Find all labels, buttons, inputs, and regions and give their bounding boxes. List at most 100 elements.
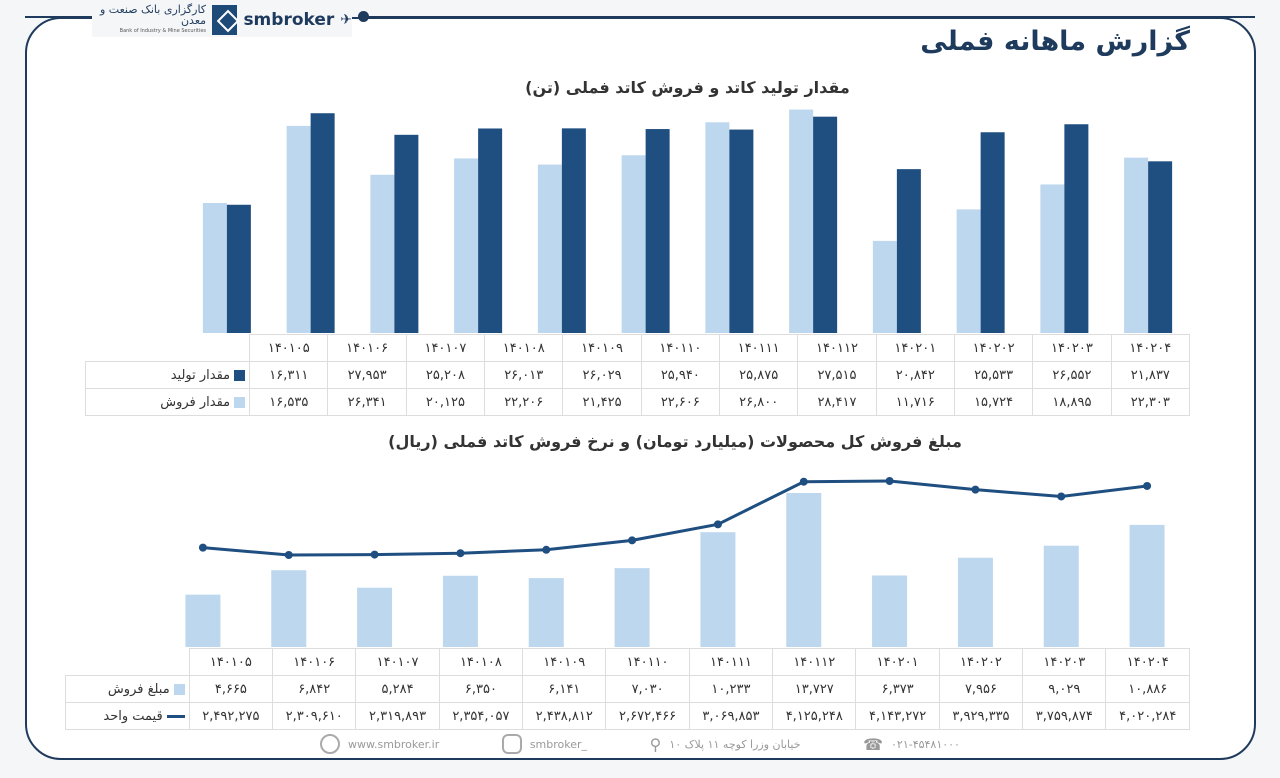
table-header-row: ۱۴۰۱۰۵ ۱۴۰۱۰۶ ۱۴۰۱۰۷ ۱۴۰۱۰۸ ۱۴۰۱۰۹ ۱۴۰۱۱۰ ۱۴۰۱… [66, 648, 1190, 676]
value-cell: ۲,۳۱۹,۸۹۳ [355, 702, 440, 730]
unit-price-point [971, 485, 980, 494]
value-cell: ۲,۴۹۲,۲۷۵ [188, 702, 274, 730]
production-qty-bar [813, 116, 838, 333]
brand-name: smbroker [243, 10, 335, 30]
sales-amount-bar [1043, 545, 1079, 647]
value-cell: ۳,۰۶۹,۸۵۳ [688, 702, 774, 730]
value-cell: ۲,۶۷۲,۴۶۶ [605, 702, 690, 730]
legend-swatch [234, 396, 246, 408]
value-cell: ۶,۳۵۰ [438, 675, 524, 703]
category-label: ۱۴۰۱۱۱ [719, 334, 799, 362]
unit-price-point [713, 520, 722, 529]
sales-amount-bar [872, 575, 908, 647]
sales-qty-bar [454, 158, 479, 333]
legend-swatch [173, 683, 185, 695]
value-cell: ۲۲,۶۰۶ [640, 388, 721, 416]
category-label: ۱۴۰۲۰۴ [1105, 648, 1190, 676]
category-label: ۱۴۰۲۰۳ [1022, 648, 1107, 676]
empty-cell [86, 335, 250, 362]
series-name: مقدار تولید [170, 367, 231, 383]
value-cell: ۱۶,۵۳۵ [249, 388, 329, 416]
value-cell: ۲,۴۳۸,۸۱۲ [522, 702, 607, 730]
unit-price-point [885, 477, 894, 486]
category-label: ۱۴۰۱۰۵ [188, 648, 274, 676]
value-cell: ۲۶,۰۱۳ [484, 361, 564, 389]
unit-price-point [1143, 481, 1152, 490]
unit-price-point [456, 549, 465, 558]
sales-qty-bar [621, 155, 646, 333]
value-cell: ۲۵,۵۳۳ [953, 361, 1034, 389]
address: خیابان وزرا کوچه ۱۱ پلاک ۱۰ [669, 737, 801, 751]
category-label: ۱۴۰۱۰۷ [405, 334, 486, 362]
production-qty-bar [394, 134, 419, 333]
value-cell: ۱۸,۸۹۵ [1032, 388, 1112, 416]
unit-price-point [284, 551, 293, 559]
table-row: مقدار تولید ۱۶,۳۱۱ ۲۷,۹۵۳ ۲۵,۲۰۸ ۲۶,۰۱۳ ۲۶,۰۲… [84, 361, 1191, 389]
production-qty-bar [226, 204, 251, 333]
value-cell: ۴,۶۶۵ [188, 675, 274, 703]
category-label: ۱۴۰۱۰۶ [272, 648, 357, 676]
unit-price-point [628, 536, 637, 545]
value-cell: ۲۰,۸۴۲ [875, 361, 955, 389]
series-name: مبلغ فروش [107, 681, 170, 697]
category-label: ۱۴۰۱۰۶ [327, 334, 407, 362]
sales-qty-bar [537, 164, 562, 333]
value-cell: ۱۱,۷۱۶ [875, 388, 955, 416]
unit-price-point [799, 477, 808, 486]
value-cell: ۲۲,۳۰۳ [1110, 388, 1191, 416]
instagram-icon [501, 734, 522, 754]
value-cell: ۳,۹۲۹,۳۳۵ [938, 702, 1024, 730]
production-qty-bar [729, 129, 754, 333]
value-cell: ۲۰,۱۲۵ [405, 388, 486, 416]
series-label: مبلغ فروش [65, 675, 190, 703]
empty-cell [66, 649, 190, 676]
sales-amount-bar [442, 575, 478, 647]
value-cell: ۲۶,۵۵۲ [1032, 361, 1112, 389]
unit-price-line [202, 479, 1148, 557]
chart2-title: مبلغ فروش کل محصولات (میلیارد تومان) و ن… [388, 432, 962, 451]
unit-price-point [542, 545, 551, 554]
table-row: مقدار فروش ۱۶,۵۳۵ ۲۶,۳۴۱ ۲۰,۱۲۵ ۲۲,۲۰۶ ۲۱,۴۲۵… [84, 388, 1191, 416]
sales-amount-bar [1129, 524, 1165, 647]
value-cell: ۲۲,۲۰۶ [484, 388, 564, 416]
series-label: قیمت واحد [65, 702, 190, 730]
category-label: ۱۴۰۱۰۵ [249, 334, 329, 362]
production-qty-bar [645, 129, 670, 333]
instagram-handle[interactable]: smbroker_ [529, 737, 588, 751]
value-cell: ۲۶,۳۴۱ [327, 388, 407, 416]
category-label: ۱۴۰۱۰۹ [522, 648, 607, 676]
chart1-data-table: ۱۴۰۱۰۵ ۱۴۰۱۰۶ ۱۴۰۱۰۷ ۱۴۰۱۰۸ ۱۴۰۱۰۹ ۱۴۰۱۱۰ ۱۴۰۱… [84, 334, 1191, 416]
sales-qty-bar [286, 125, 311, 333]
sales-qty-bar [202, 203, 227, 333]
sales-qty-bar [705, 122, 730, 333]
production-qty-bar [310, 113, 335, 333]
value-cell: ۶,۳۷۳ [855, 675, 940, 703]
production-qty-bar [896, 169, 921, 333]
series-label: مقدار تولید [84, 361, 251, 389]
value-cell: ۲۷,۵۱۵ [797, 361, 877, 389]
legend-swatch [234, 369, 246, 381]
unit-price-point [370, 550, 379, 559]
value-cell: ۱۰,۲۳۳ [688, 675, 774, 703]
production-qty-bar [1064, 124, 1089, 334]
value-cell: ۵,۲۸۴ [355, 675, 440, 703]
value-cell: ۲۵,۹۴۰ [640, 361, 721, 389]
value-cell: ۶,۱۴۱ [522, 675, 607, 703]
series-name: قیمت واحد [103, 708, 163, 724]
value-cell: ۴,۱۴۳,۲۷۲ [855, 702, 940, 730]
sales-qty-bar [1124, 157, 1149, 333]
bank-name: کارگزاری بانک صنعت و معدن Bank of Industr… [99, 2, 207, 34]
production-qty-bar [478, 128, 503, 333]
value-cell: ۶,۸۴۲ [272, 675, 357, 703]
header-dot [358, 11, 369, 22]
value-cell: ۴,۰۲۰,۲۸۴ [1105, 702, 1190, 730]
website-link[interactable]: www.smbroker.ir [348, 737, 440, 751]
category-label: ۱۴۰۱۰۷ [355, 648, 440, 676]
value-cell: ۲۵,۲۰۸ [405, 361, 486, 389]
sales-qty-bar [1040, 184, 1065, 333]
production-qty-bar [980, 132, 1005, 333]
chart2-data-table: ۱۴۰۱۰۵ ۱۴۰۱۰۶ ۱۴۰۱۰۷ ۱۴۰۱۰۸ ۱۴۰۱۰۹ ۱۴۰۱۱۰ ۱۴۰۱… [65, 648, 1190, 730]
value-cell: ۲۸,۴۱۷ [797, 388, 877, 416]
globe-icon [320, 734, 340, 754]
